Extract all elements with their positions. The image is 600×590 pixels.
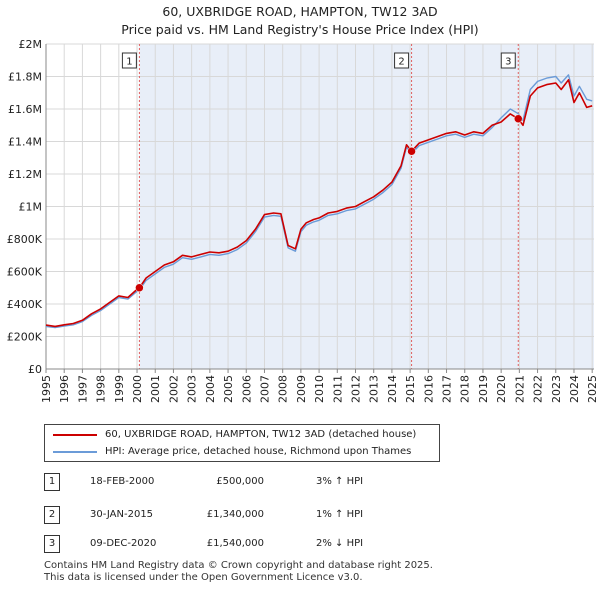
x-tick-label: 2011 — [331, 375, 344, 403]
y-tick-label: £800K — [7, 233, 43, 246]
x-tick-label: 1996 — [58, 375, 71, 403]
sale-point — [135, 283, 144, 292]
sale-label-box — [394, 52, 410, 69]
y-tick-label: £1M — [19, 201, 43, 214]
x-tick-label: 2024 — [568, 375, 581, 403]
sale-price: £1,540,000 — [206, 538, 264, 549]
legend-swatch-property — [53, 434, 97, 436]
x-tick-label: 2010 — [313, 375, 326, 403]
x-tick-label: 2018 — [459, 375, 472, 403]
y-tick-label: £600K — [7, 266, 43, 279]
x-tick-label: 1998 — [95, 375, 108, 403]
x-tick-label: 2021 — [513, 375, 526, 403]
price-chart: £0 £200K £400K £600K £800K £1M £1.2M £1.4M £1.6M… — [7, 38, 599, 403]
y-tick-label: £400K — [7, 298, 43, 311]
footer-copyright: Contains HM Land Registry data © Crown c… — [44, 560, 433, 571]
sale-date: 18-FEB-2000 — [90, 476, 155, 487]
x-tick-label: 2015 — [404, 375, 417, 403]
sale-label-number: 1 — [126, 57, 132, 68]
x-tick-label: 2017 — [441, 375, 454, 403]
sale-point — [514, 114, 523, 123]
x-tick-label: 2020 — [495, 375, 508, 403]
x-tick-label: 2005 — [222, 375, 235, 403]
legend-label-property: 60, UXBRIDGE ROAD, HAMPTON, TW12 3AD (de… — [105, 429, 417, 440]
x-tick-label: 2000 — [131, 375, 144, 403]
sale-badge: 3 — [44, 535, 60, 553]
x-tick-label: 2004 — [204, 375, 217, 403]
x-tick-label: 2003 — [186, 375, 199, 403]
x-tick-label: 2001 — [149, 375, 162, 403]
legend-label-hpi: HPI: Average price, detached house, Rich… — [105, 446, 412, 457]
y-tick-label: £1.8M — [8, 71, 42, 84]
footer-licence: This data is licensed under the Open Gov… — [44, 572, 363, 583]
chart-subtitle: Price paid vs. HM Land Registry's House … — [121, 22, 479, 37]
x-tick-label: 2012 — [350, 375, 363, 403]
sale-price: £500,000 — [216, 476, 264, 487]
sale-date: 09-DEC-2020 — [90, 538, 157, 549]
chart-legend: 60, UXBRIDGE ROAD, HAMPTON, TW12 3AD (de… — [44, 424, 440, 462]
x-tick-label: 2013 — [368, 375, 381, 403]
y-tick-label: £0 — [28, 363, 42, 376]
sale-date: 30-JAN-2015 — [90, 509, 154, 520]
y-tick-label: £2M — [19, 38, 43, 51]
x-tick-label: 1995 — [40, 375, 53, 403]
sale-point — [407, 147, 416, 156]
sale-badge: 1 — [44, 473, 60, 491]
legend-swatch-hpi — [53, 451, 97, 453]
x-tick-label: 2002 — [167, 375, 180, 403]
x-tick-label: 1999 — [113, 375, 126, 403]
sale-label-number: 3 — [505, 57, 511, 68]
x-tick-label: 2008 — [277, 375, 290, 403]
x-tick-label: 2022 — [532, 375, 545, 403]
x-tick-label: 1997 — [76, 375, 89, 403]
sale-label-number: 2 — [398, 57, 404, 68]
x-tick-label: 2023 — [550, 375, 563, 403]
y-tick-label: £1.4M — [8, 136, 42, 149]
y-tick-label: £1.6M — [8, 103, 42, 116]
x-tick-label: 2007 — [258, 375, 271, 403]
sale-label-box — [500, 52, 516, 69]
sale-hpi-diff: 1% ↑ HPI — [316, 509, 364, 520]
sale-hpi-diff: 3% ↑ HPI — [316, 476, 364, 487]
chart-title-address: 60, UXBRIDGE ROAD, HAMPTON, TW12 3AD — [162, 4, 438, 19]
x-tick-label: 2014 — [386, 375, 399, 403]
x-tick-label: 2025 — [586, 375, 599, 403]
x-tick-label: 2009 — [295, 375, 308, 403]
x-tick-label: 2016 — [422, 375, 435, 403]
x-tick-label: 2019 — [477, 375, 490, 403]
sale-badge: 2 — [44, 506, 60, 524]
x-tick-label: 2006 — [240, 375, 253, 403]
sale-label-box — [121, 52, 137, 69]
sale-hpi-diff: 2% ↓ HPI — [316, 538, 364, 549]
y-tick-label: £1.2M — [8, 168, 42, 181]
y-tick-label: £200K — [7, 331, 43, 344]
sale-price: £1,340,000 — [206, 509, 264, 520]
